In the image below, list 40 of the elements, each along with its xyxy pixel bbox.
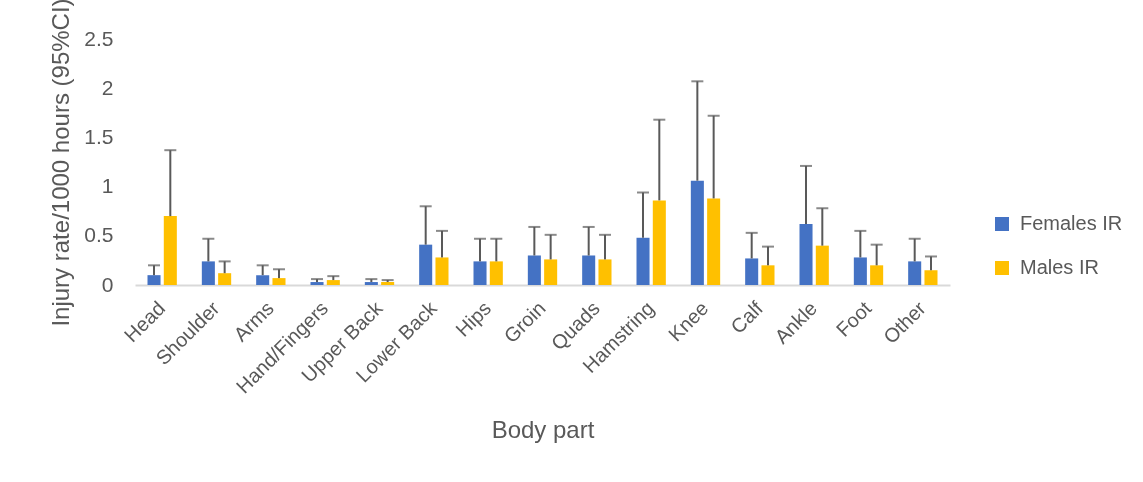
bar: [256, 275, 270, 285]
bar: [473, 261, 487, 285]
bar: [690, 180, 704, 285]
bar: [163, 216, 177, 285]
bar: [924, 270, 938, 285]
bar: [598, 259, 612, 285]
bar: [147, 275, 161, 285]
bar: [201, 261, 215, 285]
bar: [636, 237, 650, 285]
x-tick-label: Calf: [726, 296, 768, 338]
bar: [582, 255, 596, 285]
bar: [815, 245, 829, 285]
legend-label: Males IR: [1020, 256, 1099, 278]
bar: [799, 223, 813, 285]
bar: [908, 261, 922, 285]
bar: [745, 258, 759, 285]
y-tick-label: 2: [101, 75, 114, 99]
legend-label: Females IR: [1020, 212, 1123, 234]
x-axis-title: Body part: [491, 416, 595, 444]
bar: [652, 200, 666, 285]
bar: [853, 257, 867, 285]
bar: [364, 282, 378, 285]
bar: [527, 255, 541, 285]
bar: [272, 278, 286, 285]
bar: [761, 265, 775, 285]
bar: [435, 257, 449, 285]
bar: [310, 282, 324, 285]
y-tick-label: 1.5: [84, 124, 114, 148]
bar: [870, 265, 884, 285]
bar: [544, 259, 558, 285]
x-tick-label: Hips: [451, 297, 496, 341]
bar: [489, 261, 503, 285]
y-tick-label: 1: [101, 174, 114, 198]
y-tick-label: 2.5: [84, 26, 114, 50]
y-tick-label: 0: [101, 272, 114, 296]
bar: [419, 244, 433, 285]
y-axis-title: Injury rate/1000 hours (95%CI): [47, 0, 75, 327]
bar: [218, 273, 232, 285]
bar: [707, 198, 721, 285]
y-tick-label: 0.5: [84, 223, 114, 247]
